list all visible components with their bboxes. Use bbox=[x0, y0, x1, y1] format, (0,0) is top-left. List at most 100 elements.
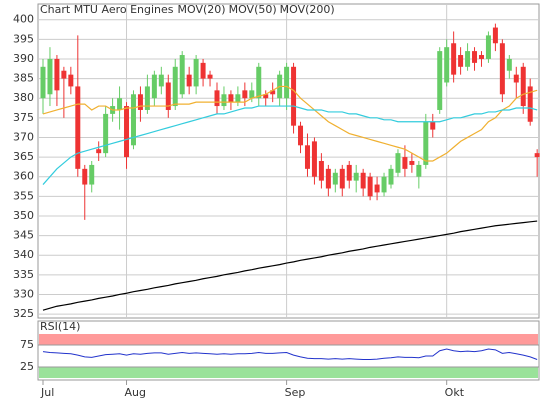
y-tick-label: 325 bbox=[13, 307, 34, 320]
candle-body bbox=[284, 66, 290, 99]
candle-body bbox=[492, 27, 498, 44]
x-tick-label: Jul bbox=[40, 386, 54, 399]
candle-body bbox=[124, 106, 130, 158]
rsi-band bbox=[39, 334, 538, 345]
candle-body bbox=[409, 161, 415, 165]
chart-title: Chart MTU Aero Engines bbox=[40, 3, 174, 16]
candle-body bbox=[402, 157, 408, 169]
ma-line bbox=[42, 105, 538, 185]
ma-line bbox=[42, 85, 538, 162]
candle-body bbox=[458, 55, 464, 67]
candle-body bbox=[68, 74, 74, 87]
candle-body bbox=[325, 168, 331, 189]
candle-body bbox=[235, 94, 241, 103]
candle-body bbox=[430, 121, 436, 130]
candle-body bbox=[360, 172, 366, 189]
candle-body bbox=[472, 51, 478, 63]
y-tick-label: 75 bbox=[20, 338, 34, 351]
candle-body bbox=[96, 149, 102, 154]
y-tick-label: 330 bbox=[13, 287, 34, 300]
y-tick-label: 25 bbox=[20, 360, 34, 373]
ma-line bbox=[42, 220, 538, 311]
y-tick-label: 370 bbox=[13, 130, 34, 143]
candle-body bbox=[137, 94, 143, 110]
candle-body bbox=[151, 74, 157, 99]
candle-body bbox=[527, 86, 533, 122]
candle-body bbox=[291, 66, 297, 126]
candle-body bbox=[200, 62, 206, 79]
candle-body bbox=[75, 86, 81, 169]
y-tick-label: 400 bbox=[13, 13, 34, 26]
candle-body bbox=[444, 47, 450, 83]
candle-body bbox=[520, 66, 526, 107]
candle-body bbox=[214, 90, 220, 107]
candle-body bbox=[270, 90, 276, 95]
candle-body bbox=[506, 58, 512, 71]
candle-body bbox=[256, 66, 262, 99]
candle-body bbox=[374, 184, 380, 193]
x-tick-label: Aug bbox=[125, 386, 146, 399]
candle-body bbox=[47, 58, 53, 95]
candle-body bbox=[478, 55, 484, 59]
candle-body bbox=[242, 90, 248, 99]
candle-body bbox=[353, 172, 359, 181]
x-tick-label: Sep bbox=[285, 386, 306, 399]
candle-body bbox=[207, 74, 213, 79]
candle-body bbox=[367, 176, 373, 197]
candle-body bbox=[179, 55, 185, 95]
candle-body bbox=[228, 94, 234, 103]
candle-body bbox=[311, 141, 317, 177]
candle-body bbox=[117, 98, 123, 110]
y-tick-label: 380 bbox=[13, 91, 34, 104]
main-plot-frame bbox=[37, 3, 540, 319]
candle-body bbox=[82, 168, 88, 185]
candle-body bbox=[423, 121, 429, 165]
y-tick-label: 335 bbox=[13, 268, 34, 281]
candle-body bbox=[339, 168, 345, 189]
candle-body bbox=[172, 66, 178, 107]
candle-body bbox=[298, 125, 304, 146]
rsi-title: RSI(14) bbox=[40, 320, 80, 333]
candle-body bbox=[388, 168, 394, 185]
y-tick-label: 345 bbox=[13, 229, 34, 242]
rsi-band bbox=[39, 367, 538, 378]
candle-body bbox=[40, 66, 46, 99]
rsi-line bbox=[42, 348, 538, 361]
candle-body bbox=[416, 164, 422, 177]
candle-body bbox=[437, 51, 443, 110]
candle-body bbox=[193, 58, 199, 87]
legend-entry: MOV(20) bbox=[178, 3, 226, 16]
candle-body bbox=[395, 153, 401, 173]
candle-body bbox=[249, 90, 255, 99]
y-tick-label: 355 bbox=[13, 189, 34, 202]
y-tick-label: 360 bbox=[13, 170, 34, 183]
x-tick-label: Okt bbox=[445, 386, 465, 399]
candle-body bbox=[346, 164, 352, 181]
candle-body bbox=[54, 58, 60, 91]
candle-body bbox=[451, 43, 457, 75]
candle-body bbox=[513, 74, 519, 83]
candle-body bbox=[130, 94, 136, 146]
candle-body bbox=[465, 51, 471, 67]
candle-body bbox=[221, 94, 227, 107]
candle-body bbox=[103, 113, 109, 154]
y-tick-label: 350 bbox=[13, 209, 34, 222]
candle-body bbox=[144, 86, 150, 110]
candle-body bbox=[381, 176, 387, 193]
candle-body bbox=[318, 161, 324, 181]
y-tick-label: 390 bbox=[13, 52, 34, 65]
candle-body bbox=[485, 35, 491, 59]
y-tick-label: 365 bbox=[13, 150, 34, 163]
y-tick-label: 395 bbox=[13, 32, 34, 45]
candle-body bbox=[158, 74, 164, 87]
candle-body bbox=[263, 94, 269, 99]
candle-body bbox=[186, 74, 192, 87]
candle-body bbox=[89, 164, 95, 185]
candle-body bbox=[304, 145, 310, 169]
candle-body bbox=[61, 70, 67, 79]
legend-entry: MOV(50) bbox=[229, 3, 277, 16]
y-tick-label: 375 bbox=[13, 111, 34, 124]
candle-body bbox=[165, 82, 171, 110]
